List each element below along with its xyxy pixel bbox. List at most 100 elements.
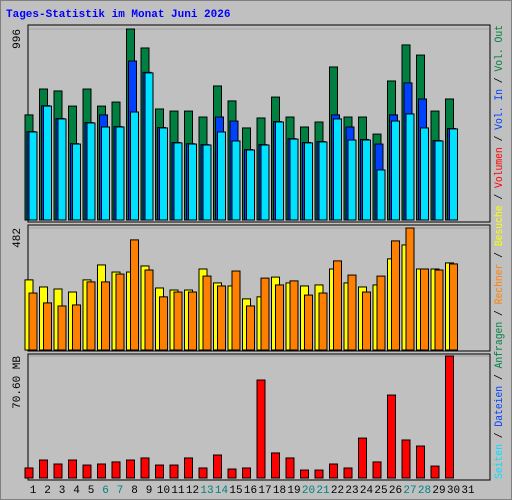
x-tick-label: 10 xyxy=(157,485,170,497)
bar xyxy=(97,463,106,479)
bar xyxy=(285,457,295,479)
bar xyxy=(260,144,270,221)
x-tick-label: 3 xyxy=(59,485,66,497)
x-tick-label: 13 xyxy=(200,485,213,497)
x-tick-label: 30 xyxy=(447,485,460,497)
bar xyxy=(242,467,251,479)
bar xyxy=(68,459,77,479)
bar xyxy=(217,285,226,351)
y-tick-label: 482 xyxy=(12,228,24,248)
bar xyxy=(387,394,396,479)
bar xyxy=(169,464,179,479)
x-tick-label: 22 xyxy=(331,485,344,497)
bar xyxy=(300,469,309,479)
legend-separator: / xyxy=(494,246,506,263)
bar xyxy=(126,459,135,479)
legend-entry: Besuche xyxy=(494,205,506,246)
bar xyxy=(43,105,52,221)
x-tick-label: 9 xyxy=(146,485,153,497)
bar xyxy=(449,128,458,221)
bar xyxy=(420,268,429,351)
x-tick-label: 5 xyxy=(88,485,95,497)
x-tick-label: 17 xyxy=(258,485,271,497)
bar xyxy=(372,461,382,479)
bar xyxy=(101,281,110,351)
bar xyxy=(271,452,280,479)
bar xyxy=(155,464,164,479)
bar xyxy=(376,169,386,221)
bar xyxy=(202,275,212,351)
bar xyxy=(144,269,154,351)
x-tick-label: 28 xyxy=(418,485,431,497)
legend-entry: Anfragen xyxy=(494,322,506,369)
bar xyxy=(231,140,241,221)
bar xyxy=(314,469,324,479)
bar xyxy=(449,263,458,351)
bar xyxy=(275,284,284,351)
x-tick-label: 31 xyxy=(461,485,475,497)
x-tick-label: 18 xyxy=(273,485,286,497)
x-tick-label: 7 xyxy=(117,485,124,497)
bar xyxy=(391,240,400,351)
bar xyxy=(362,291,371,351)
bar xyxy=(420,127,429,221)
bar xyxy=(318,292,328,351)
legend-separator: / xyxy=(494,130,506,147)
x-tick-label: 1 xyxy=(30,485,37,497)
bar xyxy=(188,143,197,221)
x-tick-label: 24 xyxy=(360,485,374,497)
legend-separator: / xyxy=(494,427,506,444)
x-tick-label: 21 xyxy=(316,485,330,497)
bar xyxy=(246,305,255,351)
bar xyxy=(111,461,121,479)
bar xyxy=(347,274,357,351)
x-tick-label: 29 xyxy=(432,485,445,497)
chart-title: Tages-Statistik im Monat Juni 2026 xyxy=(6,9,230,21)
bar xyxy=(430,465,440,479)
bar xyxy=(28,131,38,221)
bar xyxy=(202,144,212,221)
bar xyxy=(445,355,454,479)
bar xyxy=(130,111,139,221)
bar xyxy=(86,122,96,221)
legend: Seiten / Dateien / Anfragen / Rechner / … xyxy=(494,25,506,479)
bar xyxy=(260,277,270,351)
bar xyxy=(416,445,425,479)
bar xyxy=(289,280,299,351)
x-tick-label: 27 xyxy=(403,485,416,497)
legend-entry: Dateien xyxy=(494,386,506,427)
y-tick-label: 70.60 MB xyxy=(12,356,24,409)
legend-separator: / xyxy=(494,368,506,385)
bar xyxy=(434,140,444,221)
x-tick-label: 12 xyxy=(186,485,199,497)
bar xyxy=(173,291,183,351)
legend-entry: Vol. In xyxy=(494,89,506,130)
bar xyxy=(53,463,63,479)
x-tick-label: 11 xyxy=(171,485,185,497)
bar xyxy=(329,463,338,479)
bar xyxy=(358,437,367,479)
bar xyxy=(184,457,193,479)
bar xyxy=(115,126,125,221)
bar xyxy=(405,227,415,351)
bar xyxy=(231,270,241,351)
x-tick-label: 14 xyxy=(215,485,229,497)
bar xyxy=(362,139,371,221)
bar xyxy=(188,291,197,351)
bar xyxy=(256,379,266,479)
bar xyxy=(130,239,139,351)
legend-separator: / xyxy=(494,304,506,321)
x-tick-label: 8 xyxy=(131,485,138,497)
x-tick-label: 15 xyxy=(229,485,242,497)
legend-separator: / xyxy=(494,72,506,89)
bar xyxy=(82,464,92,479)
bar xyxy=(376,275,386,351)
bar xyxy=(140,457,150,479)
bar xyxy=(159,127,168,221)
x-tick-label: 16 xyxy=(244,485,257,497)
bar xyxy=(57,118,67,221)
bar xyxy=(217,131,226,221)
x-tick-label: 19 xyxy=(287,485,300,497)
